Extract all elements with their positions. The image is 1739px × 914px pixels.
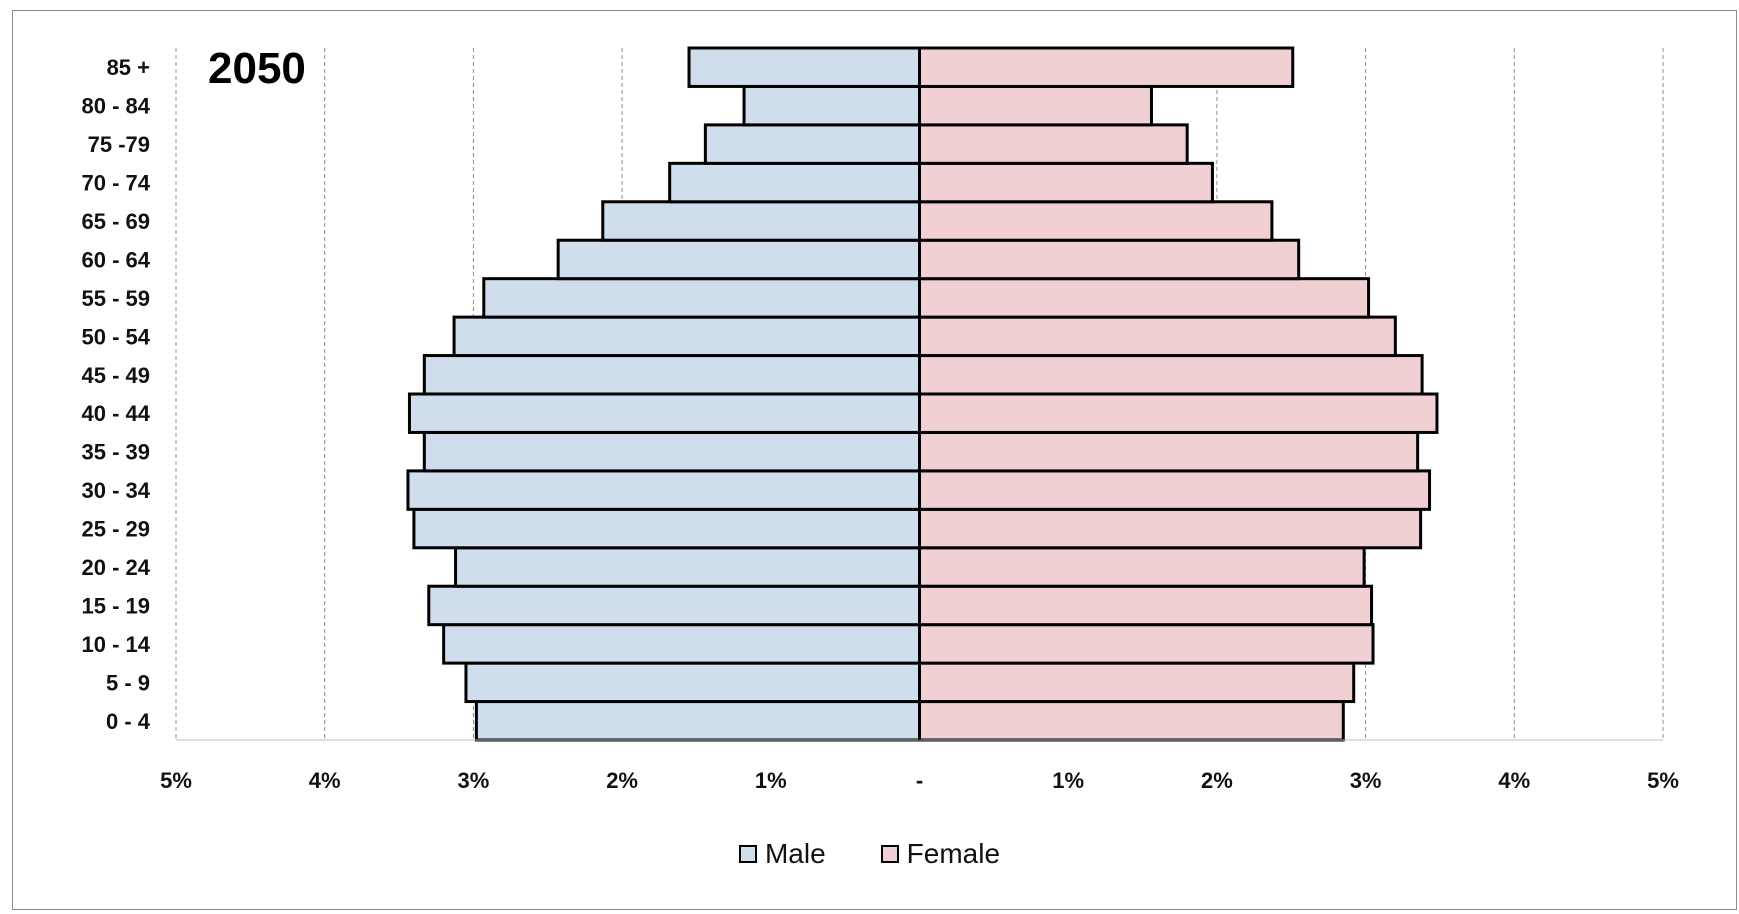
bar-female — [918, 507, 1423, 550]
y-tick-label: 40 - 44 — [82, 401, 151, 426]
bar-male — [452, 315, 921, 358]
bar-male — [422, 354, 921, 396]
legend-swatch-female — [880, 845, 899, 863]
bar-female — [918, 123, 1189, 165]
x-tick-label: 3% — [458, 768, 490, 793]
bar-male — [556, 238, 921, 281]
legend-label-male: Male — [764, 838, 826, 869]
x-tick-label: 2% — [606, 768, 638, 793]
bar-female — [918, 354, 1424, 396]
bar-male — [422, 430, 921, 473]
y-tick-label: 10 - 14 — [82, 632, 151, 657]
x-tick-label: - — [916, 768, 923, 793]
y-tick-label: 0 - 4 — [106, 709, 151, 734]
bar-male — [412, 507, 921, 550]
y-tick-label: 75 -79 — [88, 132, 150, 157]
y-tick-label: 30 - 34 — [82, 478, 151, 503]
y-tick-label: 60 - 64 — [82, 247, 151, 272]
bar-male — [464, 661, 921, 704]
y-tick-label: 50 - 54 — [82, 324, 151, 349]
bar-male — [407, 392, 921, 434]
y-tick-label: 45 - 49 — [82, 363, 151, 388]
bar-female — [918, 430, 1420, 473]
bars — [406, 46, 1439, 742]
legend-label-female: Female — [906, 838, 1001, 869]
bar-female — [918, 546, 1366, 588]
y-tick-label: 20 - 24 — [82, 555, 151, 580]
bar-female — [918, 661, 1356, 704]
bar-male — [482, 277, 921, 319]
y-tick-label: 70 - 74 — [82, 171, 151, 196]
bar-male — [703, 123, 922, 165]
bar-male — [601, 200, 921, 242]
legend: Male Female — [0, 838, 1739, 870]
x-tick-label: 5% — [1647, 768, 1679, 793]
y-tick-label: 35 - 39 — [82, 440, 151, 465]
bar-male — [687, 46, 922, 88]
y-tick-label: 15 - 19 — [82, 593, 151, 618]
x-tick-label: 2% — [1201, 768, 1233, 793]
y-tick-label: 55 - 59 — [82, 286, 151, 311]
bar-female — [918, 469, 1432, 511]
y-tick-label: 80 - 84 — [82, 94, 151, 119]
x-tick-label: 1% — [755, 768, 787, 793]
legend-item-male: Male — [738, 838, 826, 870]
bar-female — [918, 315, 1397, 358]
bar-female — [918, 161, 1214, 204]
bar-female — [918, 46, 1295, 88]
y-tick-label: 65 - 69 — [82, 209, 151, 234]
bar-male — [454, 546, 921, 588]
bar-male — [406, 469, 921, 511]
bar-male — [742, 84, 921, 127]
bar-female — [918, 277, 1371, 319]
bar-male — [427, 584, 921, 627]
x-tick-label: 4% — [309, 768, 341, 793]
y-tick-label: 5 - 9 — [106, 670, 150, 695]
axes: 5% 4% 3% 2% 1% - 1% 2% 3% 4% 5% 0 - 4 5 - 9 10 - 14 15… — [82, 48, 1679, 793]
bar-female — [918, 84, 1153, 127]
x-tick-label: 5% — [160, 768, 192, 793]
y-tick-label: 85 + — [107, 55, 150, 80]
bar-male — [442, 623, 921, 665]
x-tick-label: 1% — [1052, 768, 1084, 793]
chart-title: 2050 — [208, 44, 306, 93]
legend-item-female: Female — [880, 838, 1001, 870]
bar-male — [668, 161, 922, 204]
bar-female — [918, 238, 1301, 281]
bar-male — [474, 700, 921, 742]
bar-female — [918, 700, 1345, 742]
bar-female — [918, 392, 1439, 434]
x-tick-label: 4% — [1498, 768, 1530, 793]
y-tick-label: 25 - 29 — [82, 517, 151, 542]
bar-female — [918, 623, 1375, 665]
bar-female — [918, 200, 1274, 242]
legend-swatch-male — [738, 845, 757, 863]
x-tick-label: 3% — [1350, 768, 1382, 793]
bar-female — [918, 584, 1374, 627]
